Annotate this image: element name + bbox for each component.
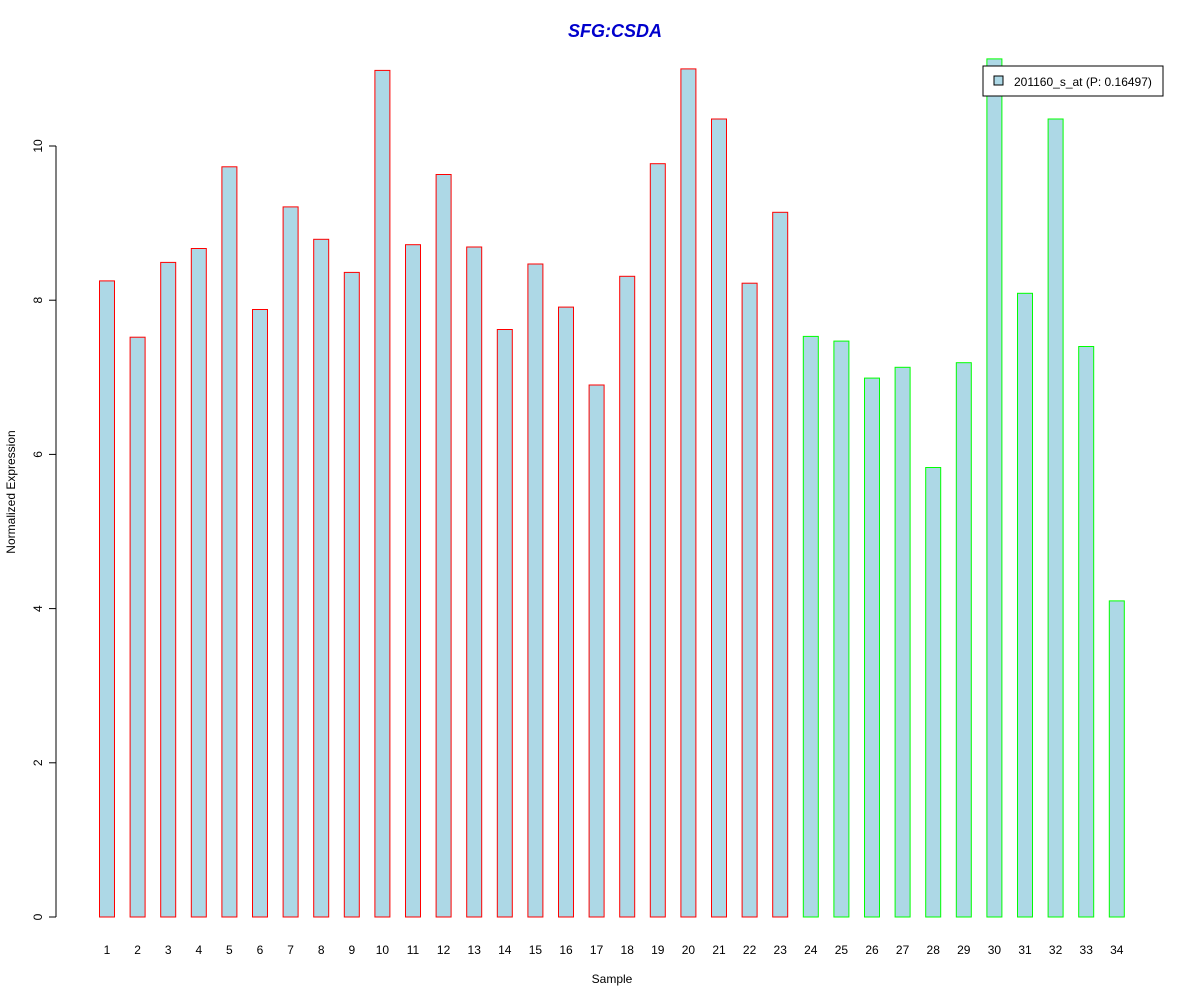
legend-swatch [993,75,1004,86]
x-tick-label: 21 [712,943,726,957]
x-tick-label: 29 [957,943,971,957]
x-tick-label: 27 [896,943,910,957]
bar [282,206,299,918]
x-tick-label: 30 [988,943,1002,957]
bar [649,163,666,918]
bar [925,467,942,918]
bar [1108,600,1125,918]
y-tick-label: 10 [31,139,45,153]
x-tick-label: 5 [226,943,233,957]
x-tick-label: 24 [804,943,818,957]
bar [313,238,330,918]
bars [99,58,1125,918]
x-tick-label: 18 [621,943,635,957]
bar [864,377,880,918]
legend-label: 201160_s_at (P: 0.16497) [1014,75,1152,89]
bar [99,280,115,918]
x-tick-label: 12 [437,943,451,957]
y-axis: 0 2 4 6 8 10 [31,139,57,920]
y-tick-label: 4 [31,605,45,612]
bar [221,166,238,918]
x-tick-label: 26 [865,943,879,957]
bar [527,263,544,918]
x-axis-title: Sample [592,972,633,986]
legend: 201160_s_at (P: 0.16497) [982,65,1164,97]
bar [466,246,483,918]
chart-title: SFG:CSDA [568,21,662,41]
legend-box [982,65,1164,97]
bar [190,248,207,918]
x-tick-label: 33 [1080,943,1094,957]
bar [986,58,1003,918]
bar [802,335,819,918]
bar [680,68,697,918]
y-tick-label: 2 [31,759,45,766]
bar [129,336,146,918]
bar [1078,346,1095,918]
x-tick-label: 8 [318,943,325,957]
bar [435,174,452,918]
y-axis-title: Normalized Expression [4,430,18,553]
bar [955,362,972,918]
bar [833,340,850,918]
bar [558,306,574,918]
x-tick-label: 34 [1110,943,1124,957]
x-tick-label: 6 [257,943,264,957]
x-tick-label: 20 [682,943,696,957]
x-tick-label: 15 [529,943,543,957]
x-tick-label: 3 [165,943,172,957]
x-tick-label: 10 [376,943,390,957]
x-tick-label: 22 [743,943,757,957]
x-tick-label: 16 [559,943,573,957]
y-tick-label: 6 [31,451,45,458]
x-tick-label: 25 [835,943,849,957]
x-tick-label: 28 [927,943,941,957]
y-tick-label: 8 [31,297,45,304]
x-tick-label: 7 [287,943,294,957]
bar [772,211,789,918]
x-tick-label: 1 [104,943,111,957]
bar [1017,292,1033,918]
x-tick-label: 9 [348,943,355,957]
bar [711,118,727,918]
bar [496,329,513,918]
bar [1047,118,1064,918]
x-tick-label: 13 [468,943,482,957]
x-axis-labels: 1 2 3 4 5 6 7 8 9 10 11 12 13 14 15 16 17 18 19 20 21 22 23 24 2… [104,943,1124,957]
x-tick-label: 31 [1018,943,1032,957]
bar [374,69,391,918]
bar [160,261,177,918]
x-tick-label: 19 [651,943,665,957]
bar [619,275,636,918]
x-tick-label: 23 [774,943,788,957]
bar [588,384,605,918]
bar [741,282,758,918]
x-tick-label: 17 [590,943,604,957]
bar [252,309,268,918]
x-tick-label: 32 [1049,943,1063,957]
x-tick-label: 14 [498,943,512,957]
x-tick-label: 11 [407,943,420,957]
bar [405,244,421,918]
y-tick-label: 0 [31,913,45,920]
bar [894,366,911,918]
x-tick-label: 4 [195,943,202,957]
x-tick-label: 2 [134,943,141,957]
bar [343,271,360,918]
